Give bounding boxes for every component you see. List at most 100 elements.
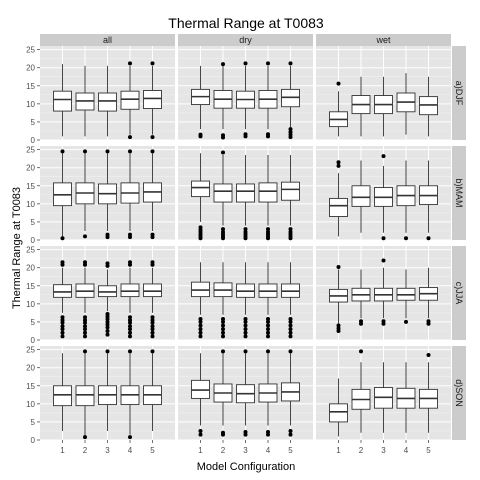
- x-tick-label: 1: [60, 446, 65, 455]
- outlier-point: [105, 232, 110, 237]
- outlier-point: [288, 130, 293, 135]
- box-series-4: [120, 260, 140, 339]
- y-tick-label: 5: [31, 318, 36, 327]
- outlier-point: [198, 432, 203, 437]
- outlier-point: [243, 230, 248, 235]
- outlier-point: [243, 323, 248, 328]
- x-tick-label: 4: [404, 446, 409, 455]
- outlier-point: [266, 430, 270, 435]
- outlier-point: [221, 330, 225, 335]
- outlier-point: [288, 319, 293, 324]
- box-series-4: [258, 262, 278, 339]
- outlier-point: [426, 236, 431, 241]
- outlier-point: [128, 324, 132, 329]
- box: [213, 183, 233, 203]
- panel-boxes: [191, 150, 300, 241]
- box: [53, 385, 72, 407]
- box-series-5: [143, 349, 162, 431]
- box: [236, 183, 255, 203]
- outlier-point: [221, 334, 225, 339]
- outlier-point: [150, 318, 155, 323]
- x-tick-label: 2: [359, 446, 364, 455]
- x-tick-label: 1: [198, 446, 203, 455]
- outlier-point: [83, 349, 87, 354]
- outlier-point: [105, 332, 110, 337]
- outlier-point: [83, 324, 87, 329]
- outlier-point: [198, 334, 203, 339]
- box-series-4: [120, 149, 140, 240]
- outlier-point: [83, 318, 87, 323]
- outlier-point: [128, 435, 132, 440]
- y-tick-label: 25: [26, 46, 35, 55]
- box: [191, 180, 210, 198]
- outlier-point: [288, 432, 293, 437]
- box: [120, 90, 140, 110]
- outlier-point: [266, 327, 270, 332]
- outlier-point: [150, 330, 155, 335]
- outlier-point: [288, 317, 293, 322]
- x-tick-label: 5: [288, 446, 293, 455]
- column-strip-label: wet: [375, 35, 391, 45]
- box-series-3: [374, 362, 393, 433]
- outlier-point: [150, 315, 155, 320]
- outlier-point: [288, 230, 293, 235]
- panel-boxes: [53, 149, 162, 241]
- x-tick-label: 3: [243, 446, 248, 455]
- row-strip-label: d)SON: [454, 379, 464, 407]
- outlier-point: [266, 319, 270, 324]
- outlier-point: [288, 127, 293, 132]
- box: [53, 90, 72, 112]
- box-series-1: [329, 81, 348, 137]
- outlier-point: [381, 258, 386, 263]
- panel-boxes: [329, 73, 438, 137]
- box-series-3: [236, 262, 255, 339]
- outlier-point: [221, 319, 225, 324]
- y-tick-label: 20: [26, 264, 35, 273]
- box: [258, 182, 278, 203]
- box-series-1: [191, 262, 210, 339]
- box-series-4: [396, 73, 416, 135]
- outlier-point: [128, 318, 132, 323]
- box-series-5: [419, 160, 438, 241]
- outlier-point: [128, 330, 132, 335]
- y-tick-label: 0: [31, 436, 36, 445]
- outlier-point: [128, 334, 132, 339]
- outlier-point: [198, 317, 203, 322]
- outlier-point: [404, 319, 408, 324]
- box-series-1: [53, 353, 72, 431]
- outlier-point: [128, 327, 132, 332]
- outlier-point: [150, 61, 155, 66]
- outlier-point: [105, 325, 110, 330]
- outlier-point: [243, 349, 248, 354]
- box-series-2: [75, 260, 95, 339]
- facet-panels: all dry weta)DJFb)MAMc)JJAd)SON05101520250…: [26, 34, 466, 455]
- outlier-point: [243, 132, 248, 137]
- outlier-point: [198, 323, 203, 328]
- box-series-4: [396, 160, 416, 241]
- outlier-point: [198, 319, 203, 324]
- row-strip-label: a)DJF: [454, 81, 464, 106]
- y-tick-label: 15: [26, 382, 35, 391]
- x-tick-label: 4: [266, 446, 271, 455]
- box-series-3: [374, 76, 393, 137]
- outlier-point: [266, 317, 270, 322]
- box-series-3: [236, 349, 255, 437]
- outlier-point: [105, 311, 110, 316]
- panel-boxes: [191, 349, 300, 437]
- box-series-4: [258, 155, 278, 241]
- outlier-point: [150, 260, 155, 265]
- outlier-point: [105, 149, 110, 154]
- outlier-point: [221, 62, 225, 67]
- box-series-5: [143, 260, 162, 339]
- box: [143, 90, 162, 109]
- column-strip-label: dry: [239, 35, 252, 45]
- outlier-point: [60, 149, 65, 154]
- box-series-3: [98, 149, 117, 240]
- box-series-3: [236, 155, 255, 241]
- panel-boxes: [191, 262, 300, 339]
- y-tick-label: 15: [26, 82, 35, 91]
- panel-boxes: [329, 154, 438, 241]
- box-series-1: [191, 153, 210, 241]
- outlier-point: [221, 227, 225, 232]
- outlier-point: [426, 319, 431, 324]
